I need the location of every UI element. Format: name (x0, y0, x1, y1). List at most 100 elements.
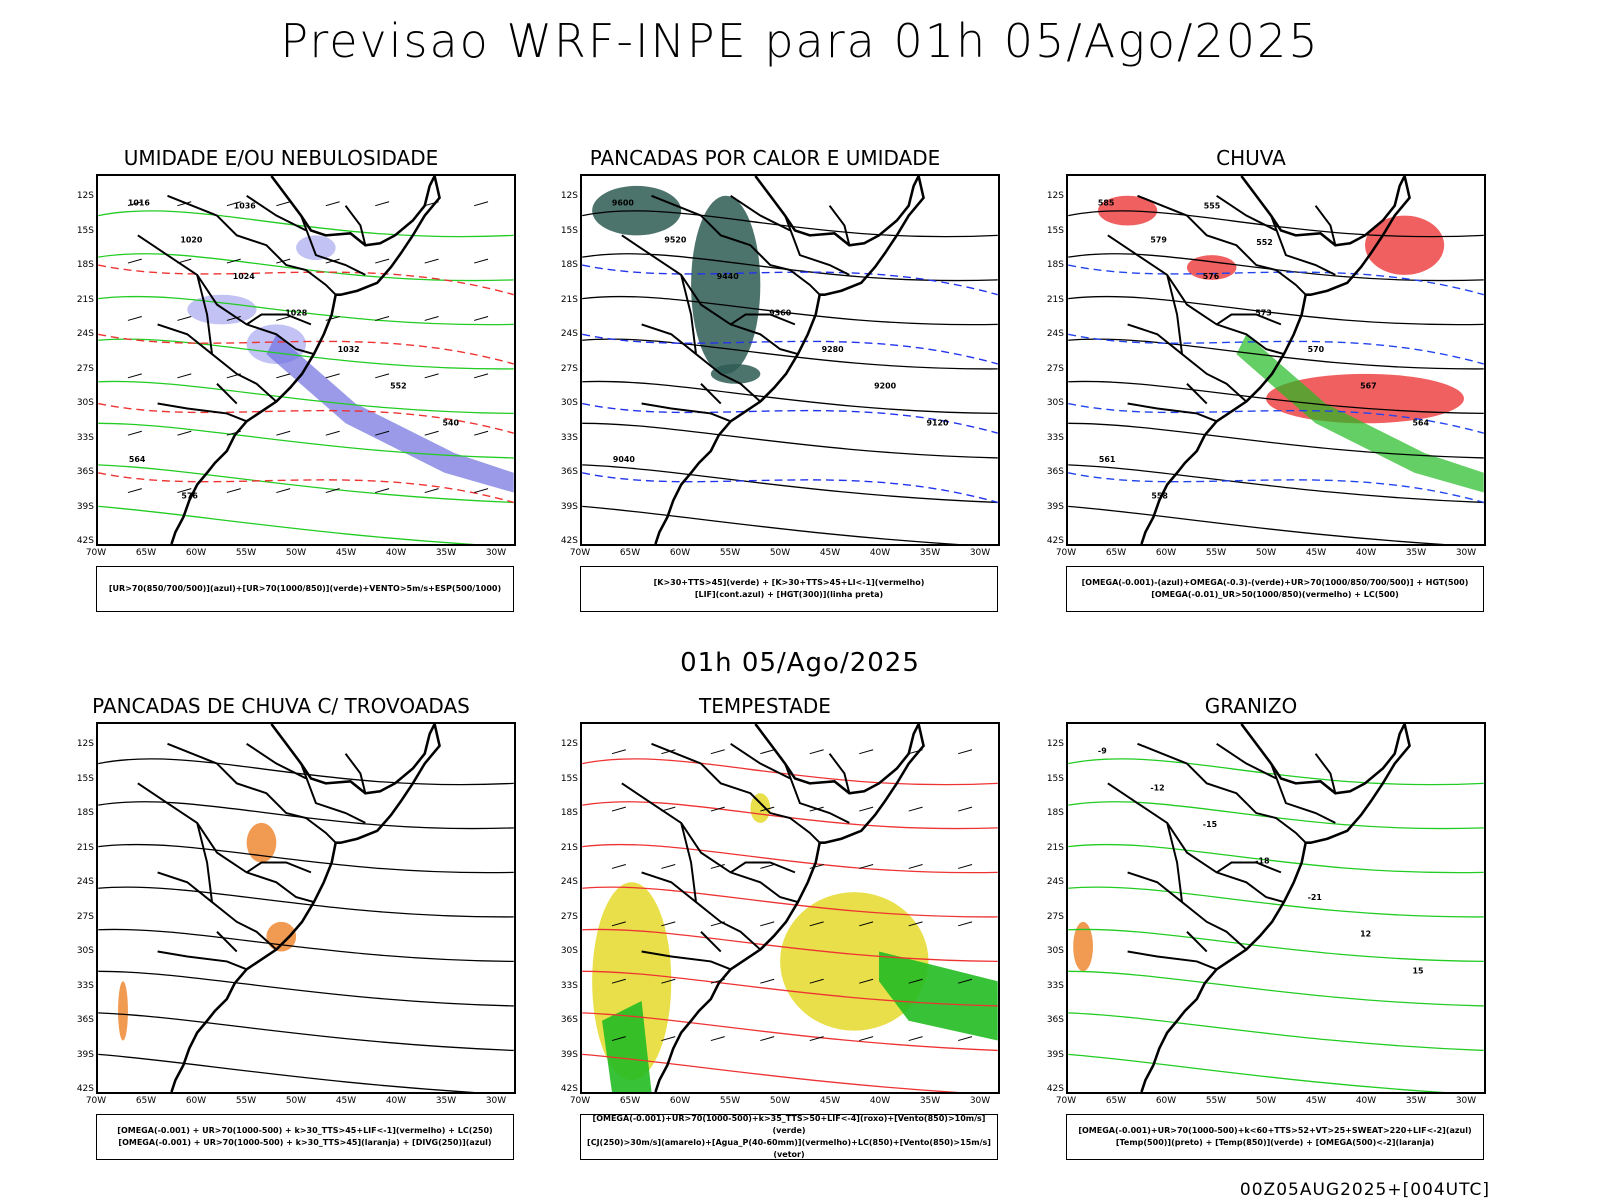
dashed-contour (98, 402, 514, 434)
country-borders (621, 194, 851, 423)
wind-vector (859, 978, 874, 984)
coastline (654, 724, 925, 1092)
lat-tick-label: 24S (76, 877, 94, 887)
lon-axis: 70W 65W 60W 55W 50W 45W 40W 35W 30W (570, 1096, 1000, 1108)
contour-label: 561 (1099, 455, 1116, 464)
panel-legend: [OMEGA(-0.001)+UR>70(1000-500)+k<60+TTS>… (1066, 1114, 1484, 1160)
map-svg: -9 -12 -15 -18 -21 12 15 (1068, 724, 1484, 1092)
lat-tick-label: 36S (1046, 467, 1064, 477)
contour-line (1068, 422, 1484, 459)
contour-label: 9360 (769, 308, 792, 317)
wind-vector (226, 258, 241, 264)
lon-tick-label: 50W (285, 1096, 307, 1106)
lat-tick-label: 36S (560, 1015, 578, 1025)
lat-tick-label: 30S (76, 946, 94, 956)
wind-vector (908, 921, 923, 927)
lon-tick-label: 40W (1355, 548, 1377, 558)
contour-line (98, 928, 514, 963)
wind-vector (809, 921, 824, 927)
contour-line (98, 970, 514, 1007)
lon-tick-label: 55W (719, 548, 741, 558)
lat-tick-label: 12S (1046, 191, 1064, 201)
country-borders (621, 742, 851, 971)
lon-tick-label: 65W (619, 1096, 641, 1106)
lon-tick-label: 65W (135, 1096, 157, 1106)
wind-vector (276, 430, 291, 436)
lat-tick-label: 24S (560, 329, 578, 339)
lat-tick-label: 39S (1046, 501, 1064, 512)
contour-label: -18 (1255, 856, 1270, 865)
lon-tick-label: 45W (1305, 548, 1327, 558)
map-svg: 9600 9520 9440 9360 9280 9200 9120 9040 (582, 176, 998, 544)
wind-vector (474, 373, 489, 379)
wind-vector (127, 258, 142, 264)
wind-vector (375, 488, 390, 494)
contour-label: 540 (443, 418, 460, 427)
lon-tick-label: 60W (1155, 1096, 1177, 1106)
contour-label: 552 (390, 382, 407, 391)
shaded-area (750, 793, 771, 823)
map-plot: 9600 9520 9440 9360 9280 9200 9120 9040 (580, 174, 1000, 546)
lat-tick-label: 36S (560, 467, 578, 477)
country-borders (1107, 742, 1337, 971)
wind-vector (908, 978, 923, 984)
lon-axis: 70W 65W 60W 55W 50W 45W 40W 35W 30W (1056, 1096, 1486, 1108)
wind-vector (375, 373, 390, 379)
lat-tick-label: 36S (76, 467, 94, 477)
country-borders (137, 742, 367, 971)
lat-tick-label: 18S (1046, 808, 1064, 818)
contour-label: 9440 (717, 272, 740, 281)
contour-label: 12 (1360, 930, 1371, 939)
contour-line (98, 210, 514, 238)
wind-vector (276, 488, 291, 494)
map-plot: 1016 1020 1024 1028 1032 552 540 564 576 1036 (96, 174, 516, 546)
wind-vector (859, 921, 874, 927)
wind-vector (226, 201, 241, 207)
map-svg (98, 724, 514, 1092)
contour-label: 558 (1151, 491, 1168, 500)
wind-vector (859, 749, 874, 755)
lat-tick-label: 15S (560, 225, 578, 236)
coastline (1140, 176, 1411, 544)
lat-tick-label: 39S (76, 501, 94, 512)
lon-axis: 70W 65W 60W 55W 50W 45W 40W 35W 30W (86, 1096, 516, 1108)
country-borders (137, 194, 367, 423)
lon-tick-label: 40W (385, 548, 407, 558)
contour-label: 567 (1360, 382, 1377, 391)
contour-line (582, 970, 998, 1007)
lon-tick-label: 35W (435, 548, 457, 558)
lon-axis: 70W 65W 60W 55W 50W 45W 40W 35W 30W (86, 548, 516, 560)
panel-title: GRANIZO (1204, 694, 1298, 718)
lon-tick-label: 50W (769, 1096, 791, 1106)
contour-line (98, 1053, 476, 1092)
panel-title: PANCADAS DE CHUVA C/ TROVOADAS (92, 694, 470, 718)
map-svg (582, 724, 998, 1092)
lat-tick-label: 30S (560, 946, 578, 956)
lon-tick-label: 60W (669, 548, 691, 558)
legend-line: [CJ(250)>30m/s](amarelo)+[Agua_P(40-60mm… (587, 1138, 991, 1159)
wind-vector (908, 1036, 923, 1042)
contour-line (582, 253, 998, 282)
contour-line (1068, 210, 1484, 238)
lat-tick-label: 27S (76, 363, 94, 374)
lon-tick-label: 30W (969, 548, 991, 558)
contour-line (1068, 843, 1484, 874)
panel-title: UMIDADE E/OU NEBULOSIDADE (123, 146, 439, 170)
lon-tick-label: 35W (919, 1096, 941, 1106)
lon-tick-label: 70W (85, 548, 107, 558)
contour-line (582, 210, 998, 238)
lon-tick-label: 30W (485, 1096, 507, 1106)
lon-tick-label: 50W (769, 548, 791, 558)
dashed-contour (1068, 472, 1484, 504)
wind-vector (226, 315, 241, 321)
dashed-contour (1068, 333, 1484, 365)
contour-line (98, 886, 514, 918)
lat-tick-label: 18S (560, 808, 578, 818)
shaded-area (710, 363, 761, 384)
lon-tick-label: 40W (385, 1096, 407, 1106)
wind-vector (611, 749, 626, 755)
lon-tick-label: 40W (869, 548, 891, 558)
panel-legend: [OMEGA(-0.001)+UR>70(1000-500)+k>35_TTS>… (580, 1114, 998, 1160)
dashed-contour (1068, 264, 1484, 296)
map-plot: 585 579 576 573 570 567 564 561 558 555 552 (1066, 174, 1486, 546)
